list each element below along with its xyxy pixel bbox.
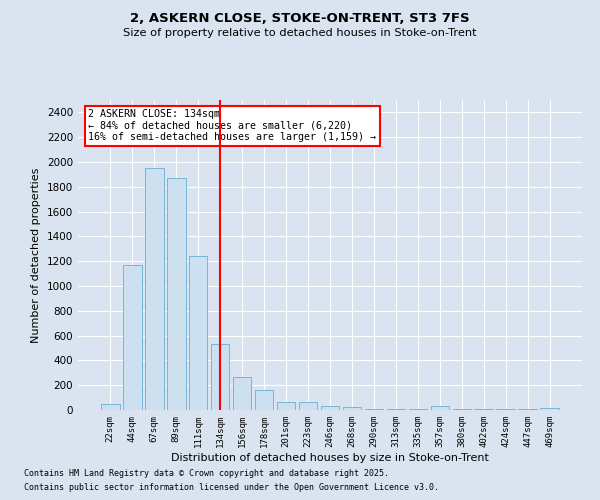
Text: Contains HM Land Registry data © Crown copyright and database right 2025.: Contains HM Land Registry data © Crown c… (24, 468, 389, 477)
Bar (123, 265, 142, 410)
Y-axis label: Number of detached properties: Number of detached properties (31, 168, 41, 342)
Bar (211, 344, 229, 410)
Bar (189, 256, 208, 410)
Bar (101, 404, 119, 410)
Text: 2 ASKERN CLOSE: 134sqm
← 84% of detached houses are smaller (6,220)
16% of semi-: 2 ASKERN CLOSE: 134sqm ← 84% of detached… (88, 110, 376, 142)
Text: Size of property relative to detached houses in Stoke-on-Trent: Size of property relative to detached ho… (123, 28, 477, 38)
Bar (299, 402, 317, 410)
Bar (541, 408, 559, 410)
Bar (277, 402, 295, 410)
Bar (431, 406, 449, 410)
Text: 2, ASKERN CLOSE, STOKE-ON-TRENT, ST3 7FS: 2, ASKERN CLOSE, STOKE-ON-TRENT, ST3 7FS (130, 12, 470, 26)
Bar (233, 376, 251, 410)
Text: Contains public sector information licensed under the Open Government Licence v3: Contains public sector information licen… (24, 484, 439, 492)
Bar (167, 178, 185, 410)
Bar (343, 407, 361, 410)
Bar (145, 168, 164, 410)
Bar (320, 406, 340, 410)
Bar (255, 390, 274, 410)
X-axis label: Distribution of detached houses by size in Stoke-on-Trent: Distribution of detached houses by size … (171, 452, 489, 462)
